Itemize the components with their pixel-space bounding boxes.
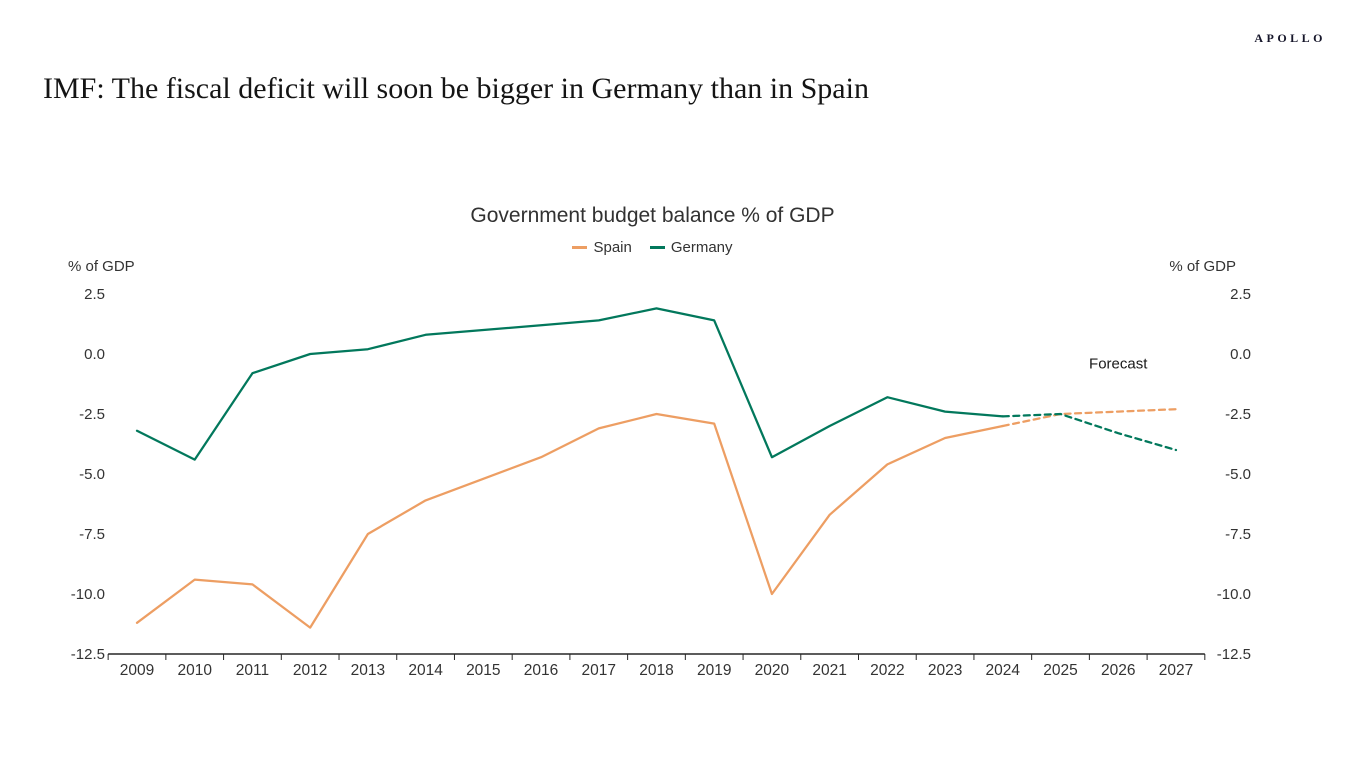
legend-swatch-germany bbox=[649, 246, 665, 249]
x-tick-label: 2024 bbox=[986, 662, 1021, 679]
x-tick-label: 2022 bbox=[870, 662, 904, 679]
y-tick-label-left: -2.5 bbox=[79, 406, 105, 423]
legend-item-germany: Germany bbox=[649, 239, 733, 256]
chart-legend: Spain Germany bbox=[115, 239, 1190, 256]
x-tick-label: 2026 bbox=[1101, 662, 1135, 679]
x-tick-label: 2021 bbox=[812, 662, 846, 679]
legend-label-spain: Spain bbox=[593, 239, 632, 256]
x-tick-label: 2013 bbox=[351, 662, 385, 679]
legend-item-spain: Spain bbox=[572, 239, 632, 256]
x-tick-label: 2027 bbox=[1159, 662, 1193, 679]
y-tick-label-left: -7.5 bbox=[79, 526, 105, 543]
legend-label-germany: Germany bbox=[670, 239, 733, 256]
y-tick-label-left: 2.5 bbox=[84, 286, 105, 303]
y-tick-label-left: 0.0 bbox=[84, 346, 105, 363]
y-tick-label-left: -5.0 bbox=[79, 466, 105, 483]
page-title: IMF: The fiscal deficit will soon be big… bbox=[43, 72, 869, 106]
series-forecast-line-germany bbox=[1001, 412, 1178, 452]
x-tick-label: 2017 bbox=[582, 662, 616, 679]
y-axis-unit-right: % of GDP bbox=[1169, 258, 1236, 275]
series-line-germany bbox=[135, 307, 1004, 461]
x-tick-label: 2011 bbox=[236, 662, 269, 679]
y-tick-label-right: -2.5 bbox=[1225, 406, 1251, 423]
y-tick-label-left: -10.0 bbox=[71, 586, 105, 603]
y-tick-label-right: 2.5 bbox=[1230, 286, 1251, 303]
forecast-annotation: Forecast bbox=[1089, 355, 1148, 372]
y-tick-label-right: -5.0 bbox=[1225, 466, 1251, 483]
apollo-logo: APOLLO bbox=[1254, 31, 1326, 45]
x-tick-label: 2019 bbox=[697, 662, 731, 679]
y-tick-label-right: -12.5 bbox=[1217, 646, 1251, 663]
x-tick-label: 2012 bbox=[293, 662, 327, 679]
x-tick-label: 2015 bbox=[466, 662, 500, 679]
y-tick-label-right: 0.0 bbox=[1230, 346, 1251, 363]
x-tick-label: 2025 bbox=[1043, 662, 1077, 679]
x-tick-label: 2023 bbox=[928, 662, 962, 679]
y-axis-unit-left: % of GDP bbox=[68, 258, 135, 275]
budget-balance-line-chart: % of GDP % of GDP 2.5 2.5 0.0 0.0 -2.5 -2.5 -5.0… bbox=[68, 258, 1251, 679]
x-tick-label: 2016 bbox=[524, 662, 558, 679]
y-tick-label-left: -12.5 bbox=[71, 646, 105, 663]
y-tick-label-right: -10.0 bbox=[1217, 586, 1251, 603]
series-line-spain bbox=[135, 412, 1004, 629]
x-tick-label: 2020 bbox=[755, 662, 790, 679]
y-tick-label-right: -7.5 bbox=[1225, 526, 1251, 543]
chart-title: Government budget balance % of GDP bbox=[470, 204, 835, 227]
x-tick-label: 2014 bbox=[408, 662, 443, 679]
x-tick-label: 2010 bbox=[177, 662, 212, 679]
legend-swatch-spain bbox=[572, 246, 588, 249]
x-tick-label: 2009 bbox=[120, 662, 154, 679]
series-forecast-line-spain bbox=[1001, 408, 1178, 428]
x-tick-label: 2018 bbox=[639, 662, 673, 679]
